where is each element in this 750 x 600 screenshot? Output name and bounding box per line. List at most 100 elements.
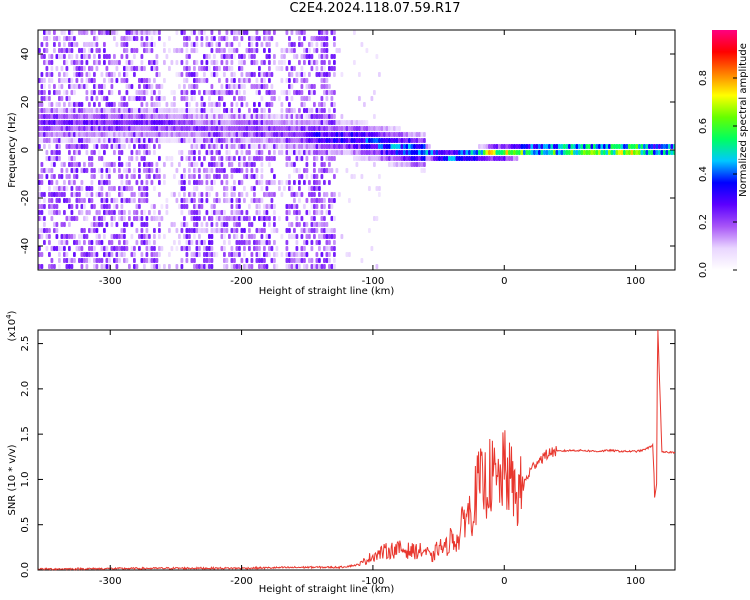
spectrogram-cell: [155, 108, 159, 113]
spectrogram-cell: [250, 126, 254, 131]
spectrogram-cell: [88, 210, 91, 215]
spectrogram-cell: [333, 102, 336, 107]
spectrogram-cell: [400, 144, 404, 149]
spectrogram-cell: [50, 66, 54, 71]
spectrogram-cell: [235, 120, 239, 125]
spectrogram-cell: [125, 60, 129, 65]
spectrogram-cell: [243, 240, 246, 245]
spectrogram-cell: [285, 138, 289, 143]
spectrogram-cell: [353, 60, 356, 65]
spectrogram-cell: [205, 192, 209, 197]
spectrogram-cell: [273, 204, 276, 209]
spectrogram-cell: [53, 264, 56, 269]
spectrogram-cell: [218, 144, 221, 149]
spectrogram-cell: [425, 144, 429, 149]
spectrogram-cell: [273, 54, 276, 59]
colorbar-tick-label: 0.2: [698, 214, 709, 230]
spectrogram-cell: [333, 126, 336, 131]
spectrogram-cell: [333, 138, 336, 143]
spectrogram-cell: [195, 72, 199, 77]
spectrogram-cell: [233, 84, 236, 89]
spectrogram-cell: [75, 126, 79, 131]
spectrogram-cell: [570, 150, 574, 155]
spectrogram-cell: [138, 216, 141, 221]
spectrogram-cell: [310, 90, 314, 95]
spectrogram-cell: [135, 36, 139, 41]
x-tick-label: 0: [501, 576, 507, 587]
spectrogram-cell: [578, 144, 581, 149]
spectrogram-cell: [483, 144, 486, 149]
spectrogram-cell: [188, 198, 191, 203]
spectrogram-cell: [253, 114, 256, 119]
spectrogram-cell: [105, 258, 109, 263]
spectrogram-cell: [273, 132, 276, 137]
spectrogram-cell: [143, 240, 146, 245]
spectrogram-cell: [188, 162, 191, 167]
spectrogram-cell: [230, 42, 234, 47]
spectrogram-cell: [420, 150, 424, 155]
spectrogram-cell: [223, 264, 226, 269]
spectrogram-cell: [305, 114, 309, 119]
colorbar-tick-label: 0.8: [698, 70, 709, 86]
spectrogram-cell: [223, 228, 226, 233]
spectrogram-cell: [108, 108, 111, 113]
spectrogram-cell: [145, 90, 149, 95]
spectrogram-cell: [633, 144, 636, 149]
spectrogram-cell: [268, 234, 271, 239]
spectrogram-cell: [318, 180, 321, 185]
spectrogram-cell: [655, 144, 659, 149]
spectrogram-cell: [190, 138, 194, 143]
spectrogram-cell: [668, 144, 671, 149]
spectrogram-cell: [53, 36, 56, 41]
spectrogram-cell: [255, 180, 259, 185]
spectrogram-cell: [315, 144, 319, 149]
spectrogram-cell: [290, 84, 294, 89]
y-tick-label: 0: [20, 147, 31, 153]
spectrogram-cell: [208, 150, 211, 155]
spectrogram-cell: [353, 120, 356, 125]
spectrogram-cell: [65, 186, 69, 191]
spectrogram-cell: [53, 192, 56, 197]
spectrogram-cell: [190, 150, 194, 155]
spectrogram-cell: [308, 138, 311, 143]
spectrogram-cell: [305, 54, 309, 59]
spectrogram-cell: [218, 138, 221, 143]
spectrogram-cell: [240, 168, 244, 173]
spectrogram-cell: [220, 90, 224, 95]
spectrogram-cell: [60, 246, 64, 251]
spectrogram-cell: [565, 144, 569, 149]
spectrogram-cell: [200, 102, 204, 107]
spectrogram-cell: [78, 120, 81, 125]
figure-title: C2E4.2024.118.07.59.R17: [289, 1, 461, 16]
spectrogram-cell: [73, 126, 76, 131]
spectrogram-cell: [230, 114, 234, 119]
spectrogram-cell: [385, 132, 389, 137]
spectrogram-cell: [150, 96, 154, 101]
spectrogram-cell: [68, 102, 71, 107]
spectrogram-cell: [198, 192, 201, 197]
spectrogram-cell: [205, 246, 209, 251]
spectrogram-cell: [143, 90, 146, 95]
spectrogram-cell: [213, 210, 216, 215]
spectrogram-cell: [280, 126, 284, 131]
spectrogram-cell: [285, 150, 289, 155]
spectrogram-cell: [245, 138, 249, 143]
spectrogram-cell: [83, 66, 86, 71]
spectrogram-cell: [143, 114, 146, 119]
spectrogram-cell: [270, 144, 274, 149]
spectrogram-cell: [120, 144, 124, 149]
y-tick-label: 0.0: [20, 562, 31, 578]
spectrogram-cell: [233, 120, 236, 125]
spectrogram-cell: [218, 210, 221, 215]
spectrogram-cell: [43, 168, 46, 173]
spectrogram-cell: [278, 96, 281, 101]
spectrogram-cell: [273, 60, 276, 65]
spectrogram-cell: [68, 54, 71, 59]
spectrogram-cell: [153, 108, 156, 113]
spectrogram-cell: [238, 216, 241, 221]
spectrogram-cell: [158, 246, 161, 251]
spectrogram-cell: [250, 138, 254, 143]
spectrogram-cell: [255, 258, 259, 263]
spectrogram-cell: [303, 252, 306, 257]
spectrogram-cell: [368, 132, 371, 137]
